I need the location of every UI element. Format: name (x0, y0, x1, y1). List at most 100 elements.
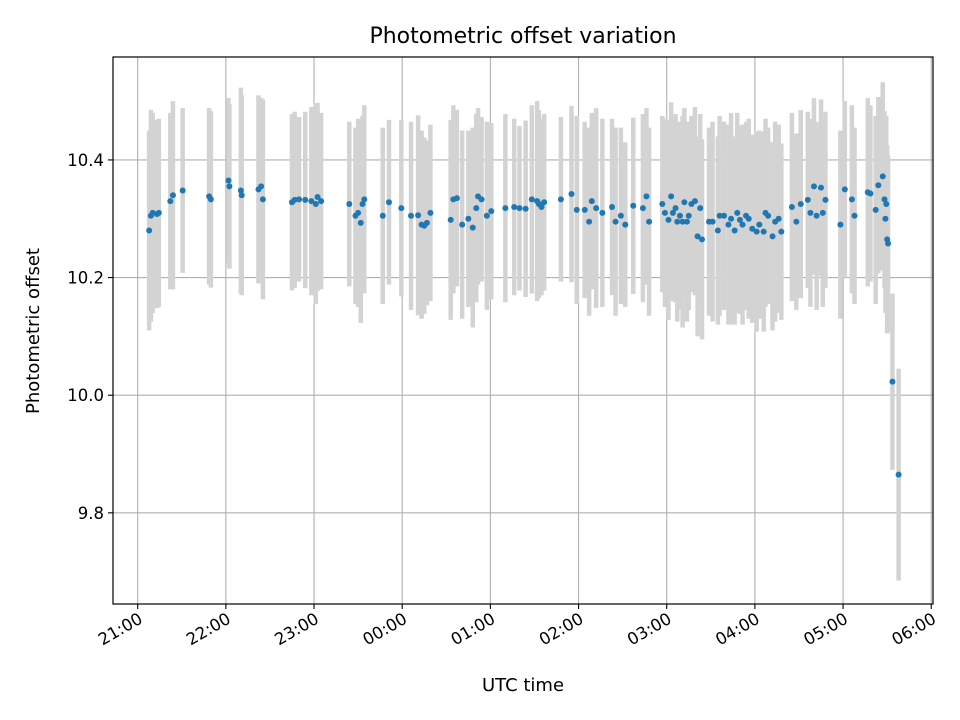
data-point (473, 205, 480, 212)
data-point (882, 215, 889, 222)
data-point (593, 205, 600, 212)
data-point (237, 187, 244, 194)
data-point (359, 201, 366, 208)
data-point (749, 225, 756, 232)
data-point (314, 193, 321, 200)
data-point (573, 206, 580, 213)
data-point (361, 196, 368, 203)
data-point (622, 221, 629, 228)
x-tick-label: 23:00 (271, 609, 322, 649)
data-point (226, 183, 233, 190)
data-point (617, 212, 624, 219)
data-point (819, 209, 826, 216)
data-point (528, 196, 535, 203)
data-point (646, 218, 653, 225)
data-point (169, 192, 176, 199)
data-point (818, 184, 825, 191)
data-point (453, 195, 460, 202)
data-point (483, 212, 490, 219)
data-point (685, 212, 692, 219)
data-point (775, 215, 782, 222)
data-point (885, 240, 892, 247)
data-point (612, 218, 619, 225)
x-tick-label: 05:00 (800, 609, 851, 649)
data-point (302, 196, 309, 203)
data-point (804, 196, 811, 203)
data-point (734, 209, 741, 216)
data-point (788, 203, 795, 210)
data-point (697, 205, 704, 212)
data-point (872, 206, 879, 213)
y-tick-label: 10.0 (67, 386, 104, 405)
data-point (385, 199, 392, 206)
data-point (698, 236, 705, 243)
data-point (568, 191, 575, 198)
data-point (408, 212, 415, 219)
data-point (379, 212, 386, 219)
data-point (469, 224, 476, 231)
data-point (841, 186, 848, 193)
data-point (736, 216, 743, 223)
data-point (679, 218, 686, 225)
data-point (291, 196, 298, 203)
data-point (676, 212, 683, 219)
x-tick-label: 01:00 (448, 609, 499, 649)
data-point (725, 221, 732, 228)
y-tick-label: 9.8 (78, 504, 104, 523)
data-point (879, 173, 886, 180)
data-point (155, 209, 162, 216)
data-point (167, 198, 174, 205)
data-point (669, 209, 676, 216)
data-point (639, 205, 646, 212)
data-point (694, 233, 701, 240)
x-tick-label: 22:00 (183, 609, 234, 649)
data-point (661, 209, 668, 216)
data-point (357, 219, 364, 226)
chart-title: Photometric offset variation (369, 24, 676, 49)
data-point (691, 198, 698, 205)
data-point (883, 201, 890, 208)
data-point (721, 212, 728, 219)
data-point (225, 177, 232, 184)
data-point (538, 203, 545, 210)
data-point (813, 212, 820, 219)
y-axis-label: Photometric offset (23, 248, 44, 414)
data-point (848, 196, 855, 203)
data-point (588, 198, 595, 205)
data-point (745, 215, 752, 222)
data-point (296, 196, 303, 203)
data-point (867, 190, 874, 197)
data-point (889, 378, 896, 385)
data-point (739, 221, 746, 228)
data-point (511, 203, 518, 210)
data-point (355, 209, 362, 216)
data-point (586, 218, 593, 225)
data-point (672, 205, 679, 212)
data-point (465, 215, 472, 222)
data-point (668, 193, 675, 200)
data-point (659, 201, 666, 208)
data-point (728, 215, 735, 222)
data-point (709, 218, 716, 225)
x-tick-label: 04:00 (712, 609, 763, 649)
data-point (793, 218, 800, 225)
plot-frame (112, 56, 934, 605)
x-tick-label: 06:00 (889, 609, 940, 649)
data-point (488, 208, 495, 215)
data-point (599, 209, 606, 216)
data-point (398, 205, 405, 212)
data-point (415, 212, 422, 219)
data-point (681, 199, 688, 206)
data-point (797, 201, 804, 208)
data-point (258, 183, 265, 190)
data-point (238, 192, 245, 199)
data-point (146, 227, 153, 234)
errorbar-layer (146, 82, 901, 581)
data-point (753, 228, 760, 235)
data-point (502, 205, 509, 212)
data-point (312, 201, 319, 208)
data-point (837, 221, 844, 228)
data-point (259, 196, 266, 203)
data-point (609, 203, 616, 210)
